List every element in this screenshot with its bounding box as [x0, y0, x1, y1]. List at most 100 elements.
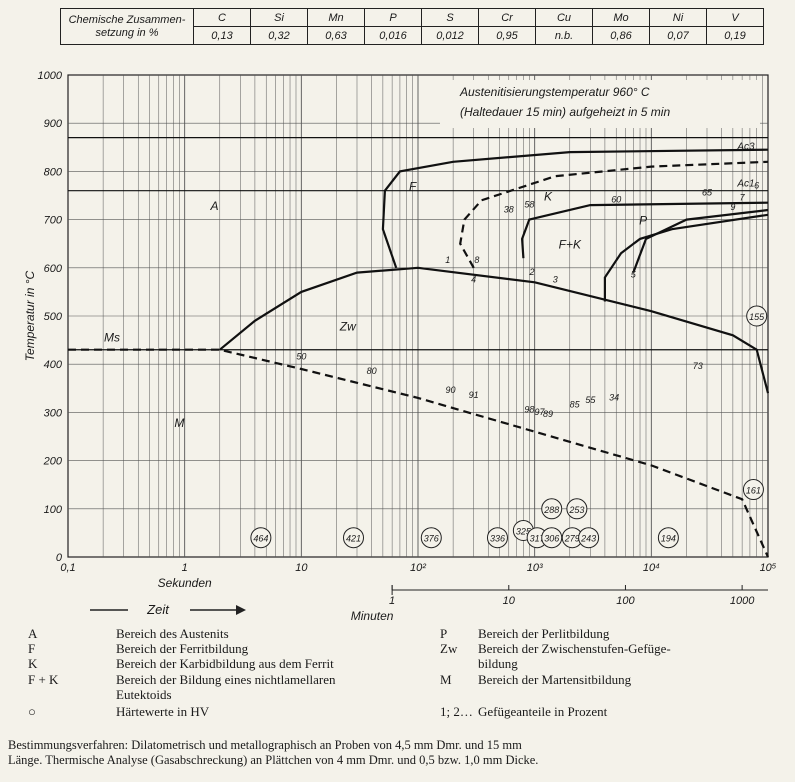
value-p: 0,016 [364, 26, 422, 45]
hardness-value: 161 [746, 486, 761, 496]
series-line-0 [381, 148, 769, 269]
y-tick-label: 700 [44, 215, 63, 227]
hardness-value: 253 [568, 505, 584, 515]
legend-text: Härtewerte in HV [116, 704, 210, 719]
chart-title-line-2: (Haltedauer 15 min) aufgeheizt in 5 min [460, 105, 670, 119]
y-tick-label: 800 [44, 166, 63, 178]
fraction-label: 91 [469, 390, 479, 400]
hardness-value: 421 [346, 534, 361, 544]
x-tick-label-seconds: 10³ [527, 562, 543, 574]
legend-text: Bereich der Karbidbildung aus dem Ferrit [116, 656, 334, 671]
fraction-label: 5 [631, 269, 637, 279]
hardness-value: 288 [543, 505, 559, 515]
legend-symbol: F + K [28, 672, 59, 687]
fraction-label: 65 [702, 188, 713, 198]
composition-label: Chemische Zusammen- setzung in % [60, 8, 194, 45]
hardness-circle [343, 527, 365, 549]
series-line-2 [520, 201, 769, 259]
fraction-label: 98 [524, 404, 534, 414]
fraction-label: 80 [367, 366, 377, 376]
y-tick-label: 1000 [38, 70, 63, 82]
legend-text: Bereich der Perlitbildung [478, 626, 610, 641]
hardness-circle [541, 527, 563, 549]
fraction-label: 4 [471, 274, 476, 284]
fraction-label: 38 [504, 204, 514, 214]
hardness-circle [541, 498, 563, 520]
hardness-circle [420, 527, 442, 549]
fraction-label: 3 [553, 274, 558, 284]
legend-symbol: 1; 2… [440, 704, 473, 719]
region-label: P [639, 213, 647, 227]
x-tick-label-minutes: 1000 [730, 595, 755, 607]
y-tick-label: 0 [56, 552, 63, 564]
legend-text: Bereich der Zwischenstufen-Gefüge- [478, 641, 671, 656]
hardness-value: 336 [490, 534, 505, 544]
hardness-value: 317 [530, 534, 546, 544]
value-ni: 0,07 [649, 26, 707, 45]
value-v: 0,19 [706, 26, 764, 45]
region-label: A [209, 199, 218, 213]
series-line-1 [459, 160, 769, 269]
x-tick-label-minutes: 1 [389, 595, 395, 607]
hardness-circle [486, 527, 508, 549]
legend-symbol: F [28, 641, 36, 656]
x-axis-label-seconds: Sekunden [158, 576, 212, 590]
hardness-circle [746, 305, 768, 327]
legend-symbol: M [440, 672, 452, 687]
x-tick-label-seconds: 1 [182, 562, 188, 574]
composition-table: Chemische Zusammen- setzung in % C Si Mn… [60, 8, 764, 45]
method-text: Bestimmungsverfahren: Dilatometrisch und… [8, 738, 793, 768]
ms-label: Ms [104, 331, 120, 345]
fraction-label: 6 [754, 180, 759, 190]
value-cu: n.b. [535, 26, 593, 45]
hardness-circle [742, 479, 764, 501]
region-label: Zw [339, 319, 357, 333]
y-tick-label: 500 [44, 311, 63, 323]
ztu-diagram: 0 100 200 300 400 500 600 700 800 900 1000 Temperat… [23, 70, 777, 623]
x-tick-label-seconds: 10 [295, 562, 308, 574]
value-cr: 0,95 [478, 26, 536, 45]
y-tick-label: 100 [44, 504, 63, 516]
element-v: V [706, 8, 764, 27]
value-c: 0,13 [193, 26, 251, 45]
y-tick-label: 200 [43, 456, 63, 468]
legend-text: Bereich der Martensitbildung [478, 672, 632, 687]
legend-symbol: P [440, 626, 448, 641]
series-line-5 [219, 266, 770, 394]
hardness-value: 325 [516, 526, 532, 536]
hardness-value: 464 [253, 534, 268, 544]
x-axis-label-minutes: Minuten [351, 609, 394, 623]
series-line-6 [68, 348, 770, 558]
legend-text: Gefügeanteile in Prozent [478, 704, 608, 719]
fraction-label: 60 [611, 195, 621, 205]
region-label: M [174, 416, 184, 430]
legend-text: Bereich der Ferritbildung [116, 641, 249, 656]
fraction-label: 2 [529, 267, 535, 277]
hardness-value: 155 [749, 312, 765, 322]
fraction-label: 9 [730, 202, 735, 212]
value-si: 0,32 [250, 26, 308, 45]
hardness-circle [566, 498, 588, 520]
region-label: K [544, 189, 553, 203]
region-label: F [409, 180, 417, 194]
legend-symbol: K [28, 656, 38, 671]
series-line-3 [603, 213, 769, 302]
hardness-value: 243 [580, 534, 596, 544]
region-label: F+K [559, 238, 582, 252]
fraction-label: 1 [445, 255, 450, 265]
legend-symbol: ○ [28, 704, 36, 719]
method-line-2: Länge. Thermische Analyse (Gasabschrecku… [8, 753, 539, 767]
legend-text: Bereich des Austenits [116, 626, 229, 641]
hardness-value: 376 [424, 534, 439, 544]
fraction-label: 55 [585, 395, 596, 405]
fraction-label: 73 [693, 361, 703, 371]
legend-text: Bereich der Bildung eines nichtlamellare… [116, 672, 336, 687]
hardness-circle [657, 527, 679, 549]
fraction-label: 58 [524, 200, 534, 210]
legend-text: bildung [478, 656, 518, 671]
value-mn: 0,63 [307, 26, 365, 45]
x-tick-label-minutes: 10 [503, 595, 516, 607]
method-line-1: Bestimmungsverfahren: Dilatometrisch und… [8, 738, 522, 752]
x-tick-label-seconds: 10² [410, 562, 426, 574]
chart-title-line-1: Austenitisierungstemperatur 960° C [459, 85, 650, 99]
